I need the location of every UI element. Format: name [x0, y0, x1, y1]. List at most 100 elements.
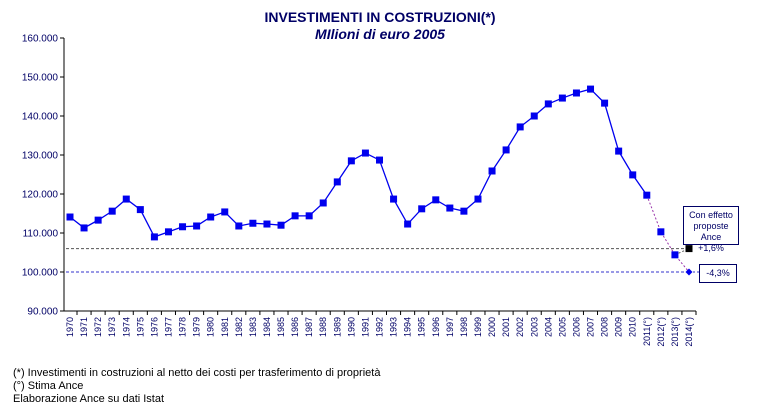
data-point [587, 85, 595, 93]
data-point [150, 233, 158, 241]
data-point [305, 212, 313, 220]
x-tick-label: 2007 [586, 317, 596, 337]
data-point [347, 157, 355, 165]
data-point [615, 147, 623, 155]
x-tick-label: 2013(°) [670, 317, 680, 347]
data-point [474, 195, 482, 203]
x-tick-label: 1971 [79, 317, 89, 337]
annotation-ance: Con effetto proposte Ance +1,6% [683, 206, 739, 253]
x-tick-label: 2004 [543, 317, 553, 337]
data-point [136, 206, 144, 214]
data-point [193, 222, 201, 230]
data-point [277, 221, 285, 229]
data-point [404, 220, 412, 228]
data-point [291, 212, 299, 220]
footnotes: (*) Investimenti in costruzioni al netto… [13, 367, 380, 406]
data-point [671, 251, 679, 259]
x-tick-label: 1978 [178, 317, 188, 337]
x-tick-label: 1995 [417, 317, 427, 337]
x-tick-label: 2010 [628, 317, 638, 337]
y-tick-label: 150.000 [22, 73, 59, 84]
x-tick-label: 1999 [473, 317, 483, 337]
y-tick-label: 130.000 [22, 151, 59, 162]
data-point [376, 156, 383, 164]
series-line-estimate [646, 194, 690, 273]
x-tick-label: 1993 [389, 317, 399, 337]
data-point [94, 216, 102, 224]
x-tick-label: 2008 [600, 317, 610, 337]
data-point [657, 228, 665, 236]
x-tick-label: 2000 [487, 317, 497, 337]
x-tick-label: 1977 [163, 317, 173, 337]
x-tick-label: 1997 [445, 317, 455, 337]
annotation-ance-line-2: proposte Ance [693, 221, 729, 242]
x-tick-label: 1986 [290, 317, 300, 337]
x-tick-label: 1980 [206, 317, 216, 337]
x-tick-label: 2009 [614, 317, 624, 337]
data-point [516, 123, 524, 131]
data-point [263, 220, 271, 228]
data-point [390, 195, 398, 203]
data-point [460, 207, 468, 215]
data-point [164, 228, 172, 236]
data-point [235, 222, 243, 230]
x-tick-label: 2001 [501, 317, 511, 337]
data-point [558, 94, 566, 102]
data-point [319, 199, 327, 207]
annotation-stima-text: -4,3% [706, 268, 730, 278]
x-tick-label: 1996 [431, 317, 441, 337]
x-tick-label: 1972 [93, 317, 103, 337]
data-point [122, 195, 130, 203]
chart-title: INVESTIMENTI IN COSTRUZIONI(*) [264, 9, 496, 25]
x-tick-label: 1984 [262, 317, 272, 337]
x-tick-label: 1994 [403, 317, 413, 337]
x-tick-label: 2003 [529, 317, 539, 337]
data-point [544, 100, 552, 108]
x-tick-label: 1990 [346, 317, 356, 337]
data-point [685, 268, 693, 276]
alt-data-point [685, 245, 693, 253]
y-tick-label: 90.000 [27, 307, 58, 318]
data-point [572, 89, 580, 97]
line-chart: 90.000 100.000 110.000 120.000 130.000 140.00… [22, 34, 699, 347]
x-tick-label: 2002 [515, 317, 525, 337]
x-tick-label: 2011(°) [642, 317, 652, 346]
x-tick-label: 1989 [332, 317, 342, 337]
data-point [179, 223, 187, 231]
annotation-stima: -4,3% [699, 264, 737, 283]
data-point [66, 213, 74, 221]
data-point [207, 213, 215, 221]
y-tick-label: 120.000 [22, 190, 59, 201]
data-point [446, 204, 454, 212]
x-tick-label: 2012(°) [656, 317, 666, 347]
data-point [249, 219, 257, 227]
annotation-ance-line-1: Con effetto [689, 210, 733, 220]
data-point [418, 205, 426, 213]
x-tick-label: 2006 [571, 317, 581, 337]
footnote-2: (°) Stima Ance [13, 380, 84, 392]
series-line [69, 88, 648, 238]
x-tick-label: 1998 [459, 317, 469, 337]
data-point [629, 171, 637, 179]
x-tick-label: 1975 [135, 317, 145, 337]
data-point [221, 208, 229, 216]
x-tick-label: 1976 [149, 317, 159, 337]
data-point [643, 191, 651, 199]
data-point [488, 167, 496, 175]
x-tick-label: 2014(°) [684, 317, 694, 347]
x-tick-label: 1979 [192, 317, 202, 337]
x-tick-label: 1983 [248, 317, 258, 337]
data-point [601, 99, 609, 107]
data-point [530, 112, 538, 120]
x-tick-label: 1970 [65, 317, 75, 337]
x-tick-label: 2005 [557, 317, 567, 337]
x-tick-label: 1973 [107, 317, 117, 337]
data-point [432, 196, 440, 204]
x-tick-label: 1988 [318, 317, 328, 337]
chart-subtitle: MIlioni di euro 2005 [315, 26, 445, 42]
y-tick-label: 100.000 [22, 268, 59, 279]
footnote-1: (*) Investimenti in costruzioni al netto… [13, 367, 381, 379]
footnote-3: Elaborazione Ance su dati Istat [13, 393, 165, 405]
x-tick-label: 1981 [220, 317, 230, 337]
x-tick-label: 1987 [304, 317, 314, 337]
